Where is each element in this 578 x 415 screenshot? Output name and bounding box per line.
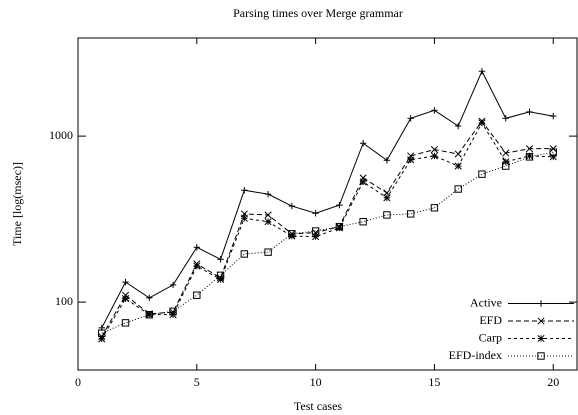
marker: [121, 319, 130, 327]
marker: [98, 329, 106, 337]
marker: [454, 185, 462, 193]
marker: [193, 291, 201, 299]
marker: [454, 122, 462, 130]
plot-frame: [77, 37, 578, 371]
marker: [288, 202, 296, 210]
legend-label: EFD: [479, 313, 502, 327]
marker: [549, 153, 557, 161]
x-tick-label: 0: [75, 375, 81, 389]
y-axis-label: Time [log(msec)]: [10, 162, 24, 246]
marker: [478, 119, 486, 127]
x-tick-label: 15: [428, 375, 440, 389]
x-tick-label: 10: [310, 375, 322, 389]
marker: [430, 152, 438, 160]
marker: [407, 156, 415, 164]
marker: [121, 291, 130, 299]
chart-title: Parsing times over Merge grammar: [233, 6, 403, 20]
marker: [121, 295, 130, 303]
marker: [146, 294, 153, 302]
marker: [526, 108, 533, 116]
marker: [525, 153, 534, 161]
marker: [359, 218, 367, 226]
marker: [406, 210, 415, 218]
marker: [537, 334, 545, 343]
marker: [537, 317, 545, 325]
marker: [241, 187, 248, 194]
marker: [122, 278, 129, 286]
marker: [216, 271, 225, 280]
marker: [169, 307, 177, 316]
marker: [537, 300, 545, 307]
marker: [478, 68, 486, 75]
marker: [264, 190, 272, 198]
marker: [193, 244, 201, 251]
marker: [430, 204, 439, 212]
marker: [431, 107, 438, 114]
marker: [430, 145, 438, 154]
marker: [525, 145, 534, 153]
marker: [240, 214, 248, 222]
marker: [311, 227, 320, 235]
marker: [478, 170, 486, 178]
legend-label: EFD-index: [449, 348, 502, 362]
marker: [502, 149, 510, 157]
marker: [240, 250, 249, 258]
marker: [549, 148, 557, 156]
series-line: [101, 120, 554, 337]
series-line: [101, 70, 554, 329]
marker: [193, 262, 201, 270]
x-tick-label: 20: [547, 375, 559, 389]
marker: [383, 194, 391, 202]
marker: [169, 281, 177, 289]
marker: [537, 352, 545, 360]
x-tick-label: 5: [194, 375, 200, 389]
marker: [264, 211, 272, 219]
marker: [502, 158, 510, 166]
legend-label: Carp: [479, 330, 502, 344]
marker: [550, 112, 557, 120]
marker: [312, 210, 319, 217]
marker: [336, 201, 343, 209]
y-tick-label: 100: [55, 294, 73, 308]
x-axis-label: Test cases: [294, 399, 342, 413]
marker: [217, 275, 225, 283]
marker: [217, 256, 224, 263]
marker: [502, 162, 510, 170]
legend-label: Active: [470, 295, 502, 309]
marker: [359, 178, 367, 186]
y-tick-label: 1000: [49, 128, 73, 142]
marker: [383, 211, 391, 219]
marker: [264, 218, 272, 226]
marker: [454, 162, 462, 170]
marker: [264, 248, 272, 256]
marker: [288, 230, 296, 238]
marker: [407, 115, 414, 122]
marker: [145, 310, 153, 319]
series-line: [101, 121, 554, 340]
marker: [383, 157, 391, 164]
marker: [359, 140, 367, 147]
marker: [335, 222, 344, 231]
marker: [454, 150, 462, 158]
marker: [502, 115, 509, 122]
